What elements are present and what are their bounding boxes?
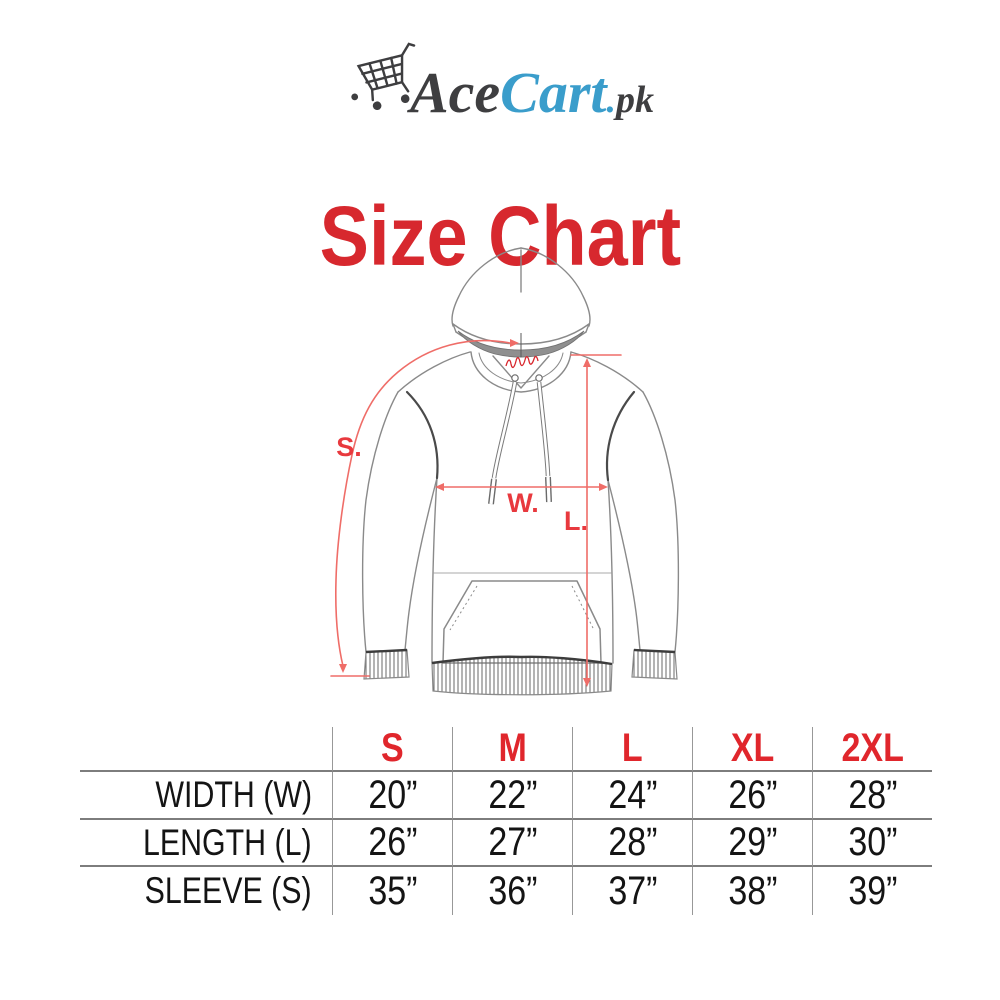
cell-sleeve-m: 36”	[452, 867, 572, 915]
page-title: Size Chart	[319, 189, 681, 284]
drawstrings	[488, 374, 552, 505]
brand-logo: Ace Cart . pk	[0, 38, 1000, 122]
row-label-sleeve: SLEEVE (S)	[145, 870, 312, 911]
brand-name-prefix: Ace	[409, 60, 501, 125]
cell-sleeve-2xl: 39”	[812, 867, 932, 915]
cell-width-s: 20”	[332, 772, 452, 820]
cell-sleeve-s: 35”	[332, 867, 452, 915]
cell-width-l: 24”	[572, 772, 692, 820]
row-label-length: LENGTH (L)	[80, 820, 332, 867]
measurement-arrowheads	[339, 339, 608, 687]
cell-sleeve-xl: 38”	[692, 867, 812, 915]
table-corner-cell	[80, 727, 332, 772]
cell-length-xl: 29”	[692, 820, 812, 867]
shopping-cart-icon	[346, 42, 430, 121]
ribbed-hem-and-cuffs	[363, 648, 678, 696]
row-label-width: WIDTH (W)	[80, 772, 332, 820]
measurement-marks	[330, 339, 622, 683]
width-measure-label: W.	[507, 488, 539, 518]
collar-brand-mark	[505, 355, 539, 369]
brand-name-suffix: Cart	[500, 60, 607, 125]
brand-domain-tld: pk	[616, 79, 655, 121]
torso-outline	[431, 477, 438, 664]
cell-width-2xl: 28”	[812, 772, 932, 820]
cell-width-xl: 26”	[692, 772, 812, 820]
cell-sleeve-l: 37”	[572, 867, 692, 915]
right-armhole-seam	[605, 390, 636, 482]
length-measure-label: L.	[564, 506, 588, 536]
col-header-2xl: 2XL	[812, 726, 932, 772]
col-header-m: M	[452, 726, 572, 772]
col-header-l: L	[572, 726, 692, 772]
left-sleeve-outline	[361, 391, 399, 653]
cell-length-m: 27”	[452, 820, 572, 867]
hood-outline	[451, 247, 522, 327]
brand-domain-dot: .	[606, 79, 617, 121]
size-table: S M L XL 2XL WIDTH (W) 20” 22” 24” 26” 2…	[80, 726, 932, 915]
right-sleeve-outline	[642, 391, 680, 653]
hoodie-line-drawing	[361, 247, 680, 664]
col-header-xl: XL	[692, 726, 812, 772]
hood-interior-shading	[457, 330, 585, 358]
kangaroo-pocket	[442, 580, 602, 664]
col-header-s: S	[332, 726, 452, 772]
cell-width-m: 22”	[452, 772, 572, 820]
sleeve-measure-line	[335, 339, 511, 667]
hoodie-measurement-diagram: S. W. L.	[330, 247, 680, 696]
cell-length-l: 28”	[572, 820, 692, 867]
sleeve-measure-label: S.	[336, 432, 362, 462]
left-armhole-seam	[405, 390, 439, 480]
cell-length-2xl: 30”	[812, 820, 932, 867]
cell-length-s: 26”	[332, 820, 452, 867]
collar-outline	[470, 351, 572, 393]
